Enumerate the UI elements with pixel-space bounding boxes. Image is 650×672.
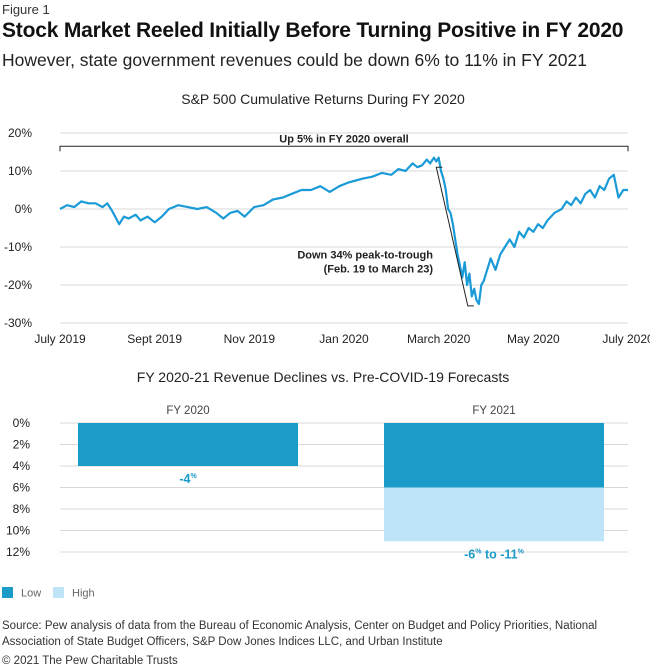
y-tick-label-0: 20% (8, 126, 32, 140)
x-tick-label-4: March 2020 (407, 332, 471, 346)
subheadline: However, state government revenues could… (2, 50, 587, 70)
headline: Stock Market Reeled Initially Before Tur… (2, 19, 624, 42)
bar-chart-title: FY 2020-21 Revenue Declines vs. Pre-COVI… (137, 369, 509, 385)
x-tick-label-1: Sept 2019 (127, 332, 182, 346)
x-tick-label-6: July 2020 (602, 332, 650, 346)
y-tick-label-1: 10% (8, 164, 32, 178)
copyright: © 2021 The Pew Charitable Trusts (2, 655, 178, 667)
bar-high-1 (384, 487, 604, 542)
figure-label: Figure 1 (2, 2, 50, 17)
legend: Low High (2, 587, 95, 600)
bar-y-tick-label-5: 10% (6, 524, 30, 538)
y-tick-label-5: -30% (4, 316, 32, 330)
legend-swatch-low (2, 587, 13, 598)
data-label-fy2021-low-unit: % (475, 548, 482, 555)
line-chart-title: S&P 500 Cumulative Returns During FY 202… (181, 91, 465, 107)
x-tick-label-5: May 2020 (507, 332, 560, 346)
annotation-bracket (59, 145, 629, 152)
line-chart: S&P 500 Cumulative Returns During FY 202… (4, 91, 650, 346)
data-label-fy2021-high: -11 (500, 547, 517, 561)
annotation-up-text: Up 5% in FY 2020 overall (279, 133, 408, 145)
y-tick-label-4: -20% (4, 278, 32, 292)
bar-low-0 (78, 423, 298, 466)
bar-y-tick-label-3: 6% (13, 481, 31, 495)
annotation-down-34: Down 34% peak-to-trough (Feb. 19 to Marc… (297, 166, 474, 307)
x-tick-label-0: July 2019 (34, 332, 86, 346)
bar-chart-y-ticks: 0% 2% 4% 6% 8% 10% 12% (6, 416, 30, 559)
sp500-series-line (59, 156, 628, 306)
x-tick-label-3: Jan 2020 (319, 332, 369, 346)
x-tick-label-2: Nov 2019 (224, 332, 276, 346)
data-label-fy2020: -4% (179, 472, 197, 486)
data-label-fy2020-unit: % (190, 473, 197, 480)
legend-swatch-high (53, 587, 64, 598)
data-label-fy2021: -6% to -11% (464, 547, 525, 561)
line-chart-x-ticks: July 2019 Sept 2019 Nov 2019 Jan 2020 March … (34, 332, 650, 346)
legend-label-high: High (72, 588, 95, 600)
data-label-fy2021-low: -6 (464, 547, 475, 561)
bar-y-tick-label-2: 4% (13, 459, 31, 473)
line-chart-gridlines (60, 132, 628, 324)
y-tick-label-2: 0% (15, 202, 33, 216)
bar-low-1 (384, 423, 604, 488)
source-note: Source: Pew analysis of data from the Bu… (2, 620, 598, 648)
bar-chart-categories: FY 2020 FY 2021 (166, 405, 515, 417)
bar-y-tick-label-6: 12% (6, 545, 30, 559)
data-label-fy2021-to: to (481, 547, 500, 561)
annotation-drop-bracket (435, 166, 474, 307)
bar-y-tick-label-0: 0% (13, 416, 31, 430)
annotation-down-line-2: (Feb. 19 to March 23) (324, 263, 434, 275)
bar-chart-bars (78, 423, 604, 542)
line-chart-y-ticks: 20% 10% 0% -10% -20% -30% (4, 126, 32, 330)
category-label-1: FY 2021 (472, 405, 515, 417)
annotation-down-line-1: Down 34% peak-to-trough (297, 249, 433, 261)
data-label-fy2021-high-unit: % (518, 548, 525, 555)
bar-y-tick-label-4: 8% (13, 502, 31, 516)
category-label-0: FY 2020 (166, 405, 209, 417)
data-label-fy2020-value: -4 (179, 472, 190, 486)
annotation-up-5: Up 5% in FY 2020 overall (59, 133, 629, 152)
bar-y-tick-label-1: 2% (13, 438, 31, 452)
y-tick-label-3: -10% (4, 240, 32, 254)
legend-label-low: Low (21, 588, 41, 600)
bar-chart: FY 2020-21 Revenue Declines vs. Pre-COVI… (2, 369, 628, 600)
